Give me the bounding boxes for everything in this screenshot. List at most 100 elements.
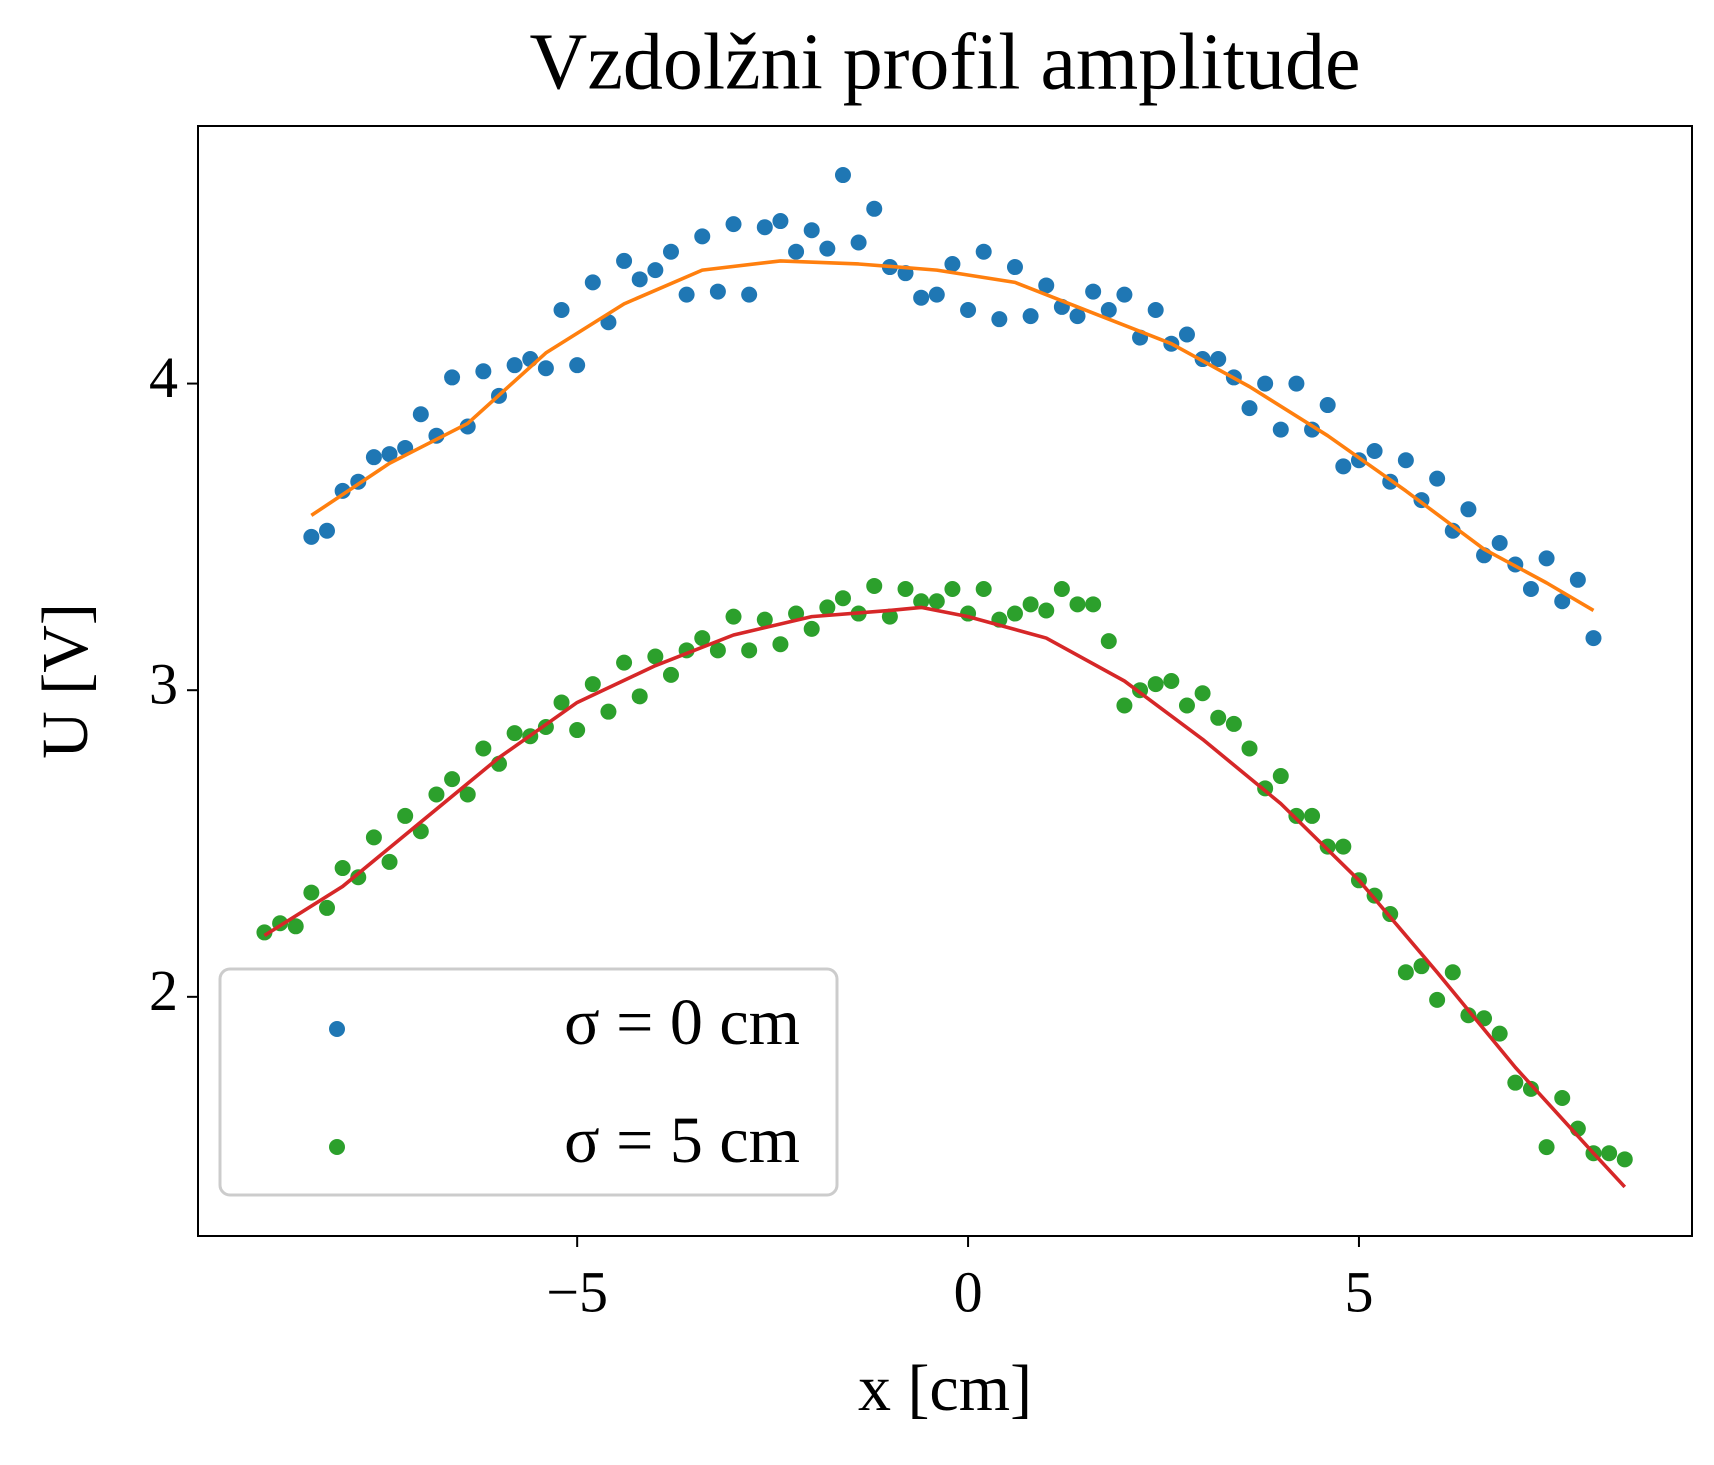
data-point — [365, 829, 382, 846]
data-point — [1022, 596, 1039, 613]
data-point — [1569, 571, 1586, 588]
data-point — [1538, 1139, 1555, 1156]
data-point — [1460, 1007, 1477, 1024]
data-point — [506, 357, 523, 374]
data-point — [334, 482, 351, 499]
data-point — [287, 918, 304, 935]
data-point — [1022, 308, 1039, 325]
data-point — [772, 636, 789, 653]
data-point — [647, 262, 664, 279]
data-point — [1116, 286, 1133, 303]
data-point — [459, 418, 476, 435]
data-point — [1304, 807, 1321, 824]
data-point — [975, 581, 992, 598]
y-tick-label: 3 — [149, 652, 178, 717]
data-point — [647, 648, 664, 665]
data-point — [569, 722, 586, 739]
data-point — [569, 357, 586, 374]
data-point — [1616, 1151, 1633, 1168]
data-point — [1288, 375, 1305, 392]
data-point — [1038, 277, 1055, 294]
data-point — [397, 807, 414, 824]
data-point — [428, 786, 445, 803]
legend-marker — [329, 1021, 345, 1037]
data-point — [318, 522, 335, 539]
data-point — [365, 449, 382, 466]
data-point — [1554, 593, 1571, 610]
data-point — [600, 703, 617, 720]
data-point — [584, 676, 601, 693]
legend-label: σ = 0 cm — [564, 986, 800, 1059]
data-point — [741, 642, 758, 659]
data-point — [616, 654, 633, 671]
data-point — [537, 360, 554, 377]
data-point — [662, 243, 679, 260]
data-point — [1554, 1090, 1571, 1107]
y-tick-label: 2 — [149, 958, 178, 1023]
data-point — [991, 311, 1008, 328]
data-point — [444, 369, 461, 386]
data-point — [1178, 326, 1195, 343]
data-point — [1335, 838, 1352, 855]
data-point — [944, 581, 961, 598]
x-tick-label: 5 — [1344, 1259, 1373, 1324]
data-point — [866, 577, 883, 594]
data-point — [1304, 421, 1321, 438]
data-point — [1147, 301, 1164, 318]
y-axis-label: U [V] — [29, 603, 102, 759]
data-point — [850, 234, 867, 251]
data-point — [256, 924, 273, 941]
data-point — [897, 581, 914, 598]
data-point — [506, 725, 523, 742]
data-point — [1178, 697, 1195, 714]
data-point — [1225, 715, 1242, 732]
data-point — [303, 884, 320, 901]
data-point — [1272, 768, 1289, 785]
data-point — [1163, 673, 1180, 689]
data-point — [1491, 535, 1508, 552]
data-point — [1069, 596, 1086, 613]
data-point — [381, 853, 398, 870]
data-point — [1522, 581, 1539, 598]
data-point — [412, 406, 429, 423]
data-point — [631, 688, 648, 705]
axes-frame — [197, 125, 1693, 1237]
data-point — [1538, 550, 1555, 567]
data-point — [1335, 458, 1352, 475]
fit-line — [263, 605, 1627, 1189]
data-point — [1429, 470, 1446, 487]
data-point — [975, 243, 992, 260]
data-point — [725, 216, 742, 233]
data-point — [1257, 375, 1274, 392]
data-point — [1053, 581, 1070, 598]
data-point — [756, 611, 773, 628]
data-point — [913, 593, 930, 610]
data-point — [1491, 1025, 1508, 1042]
data-point — [913, 289, 930, 306]
data-point — [803, 222, 820, 239]
data-point — [1460, 501, 1477, 518]
data-point — [1319, 397, 1336, 414]
x-tick-label: −5 — [546, 1259, 608, 1324]
x-tick-label: 0 — [954, 1259, 983, 1324]
data-point — [1397, 964, 1414, 981]
chart-title: Vzdolžni profil amplitude — [530, 18, 1361, 106]
data-point — [444, 771, 461, 788]
y-tick-label: 4 — [149, 345, 178, 410]
data-point — [1116, 697, 1133, 714]
data-point — [772, 213, 789, 230]
data-point — [694, 228, 711, 245]
data-point — [1069, 308, 1086, 325]
data-point — [350, 869, 367, 886]
data-point — [944, 255, 961, 272]
data-point — [1194, 685, 1211, 702]
data-point — [475, 740, 492, 757]
data-point — [1397, 452, 1414, 469]
data-point — [1601, 1145, 1618, 1162]
data-point — [928, 286, 945, 303]
data-point — [709, 642, 726, 659]
data-point — [1006, 605, 1023, 622]
fit-line — [310, 259, 1595, 613]
data-point — [1085, 596, 1102, 613]
